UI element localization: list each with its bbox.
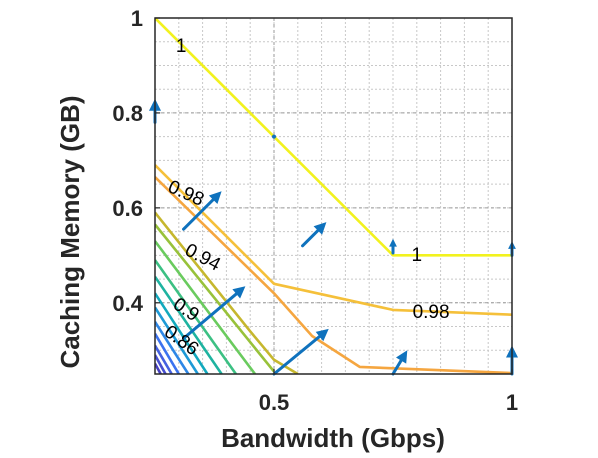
contour-line-0-91 (155, 259, 237, 374)
gradient-arrow (182, 286, 246, 340)
y-axis-label: Caching Memory (GB) (55, 95, 85, 368)
gradient-arrow-head (396, 350, 408, 364)
axis-ticks: 0.5 1 0.4 0.6 0.8 1 (112, 6, 518, 415)
x-tick-label: 0.5 (259, 390, 290, 415)
contour-line-0-93 (155, 223, 276, 373)
gradient-arrow (272, 328, 329, 376)
contour-line-0-96 (155, 176, 512, 374)
gradient-arrow-dot (272, 134, 276, 139)
contour-line-0-88 (155, 306, 199, 374)
gradient-arrows (149, 98, 518, 376)
gradient-arrow (272, 134, 276, 139)
contour-lines (155, 18, 512, 374)
contour-line-0-98 (155, 164, 512, 316)
x-axis-label: Bandwidth (Gbps) (221, 423, 445, 453)
contour-line-0-83 (155, 362, 162, 374)
y-tick-label: 0.8 (112, 101, 143, 126)
y-tick-label: 1 (131, 6, 143, 31)
gradient-arrow-shaft (391, 359, 403, 376)
contour-line-0-94 (155, 211, 299, 374)
plot-frame (154, 17, 513, 375)
gradient-arrow (391, 350, 408, 376)
gradient-arrow-shaft (182, 198, 215, 231)
gradient-arrow-head (208, 191, 222, 204)
gradient-arrow-head (313, 222, 327, 235)
contour-line-0-84 (155, 354, 167, 374)
gradient-arrow-shaft (272, 335, 321, 376)
gradient-arrow (389, 238, 397, 255)
contour-line-0-89 (155, 292, 209, 374)
gradient-arrow (182, 191, 222, 231)
contour-label: 0.98 (413, 302, 450, 323)
contour-label: 1 (412, 245, 423, 266)
gradient-arrow-shaft (301, 229, 320, 248)
y-tick-label: 0.6 (112, 196, 143, 221)
contour-label: 1 (176, 36, 187, 57)
gradient-arrow-head (232, 286, 246, 299)
y-tick-label: 0.4 (112, 291, 143, 316)
x-tick-label: 1 (506, 390, 518, 415)
contour-line-0-92 (155, 240, 257, 374)
gradient-arrow-shaft (182, 292, 238, 340)
gradient-arrow-head (315, 328, 329, 342)
contour-line-0-85 (155, 344, 173, 374)
contour-line-1 (155, 18, 512, 257)
contour-line-0-87 (155, 321, 190, 374)
contour-line-0-9 (155, 275, 223, 374)
gradient-arrow-head (389, 238, 397, 247)
contour-line-0-86 (155, 333, 180, 374)
gradient-arrow (301, 222, 327, 248)
